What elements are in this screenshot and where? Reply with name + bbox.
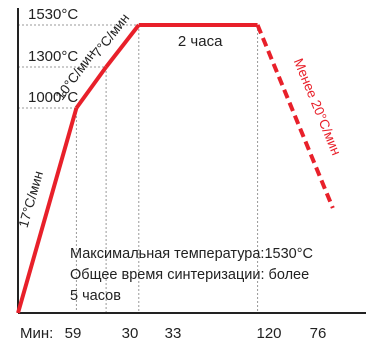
x-tick-label: 30 — [122, 325, 139, 342]
rate-label: 17°C/мин — [16, 169, 46, 229]
info-note: Максимальная температура:1530°C — [70, 246, 313, 262]
info-note: Общее время синтеризации: более — [70, 267, 309, 283]
x-tick-label: 76 — [310, 325, 327, 342]
rate-label: 7°C/мин — [89, 11, 132, 60]
info-note: 5 часов — [70, 288, 121, 304]
profile-segment — [104, 23, 141, 69]
hold-label: 2 часа — [178, 33, 223, 50]
profile-segment — [74, 65, 108, 110]
chart-labels: 1000°C1300°C1530°C17°C/мин10°C/мин7°C/ми… — [16, 6, 344, 342]
temperature-label: 1000°C — [28, 89, 78, 106]
profile-segment — [16, 107, 79, 314]
temperature-label: 1300°C — [28, 48, 78, 65]
cooling-rate-label: Менее 20°C/мин — [291, 56, 344, 157]
x-tick-label: 120 — [256, 325, 281, 342]
temperature-label: 1530°C — [28, 6, 78, 23]
guide-lines — [18, 24, 259, 313]
x-tick-label: 33 — [165, 325, 182, 342]
x-tick-label: 59 — [65, 325, 82, 342]
x-axis-prefix: Мин: — [20, 325, 53, 342]
axes — [17, 8, 366, 314]
profile-segment — [255, 24, 335, 209]
temperature-profile — [16, 23, 335, 314]
